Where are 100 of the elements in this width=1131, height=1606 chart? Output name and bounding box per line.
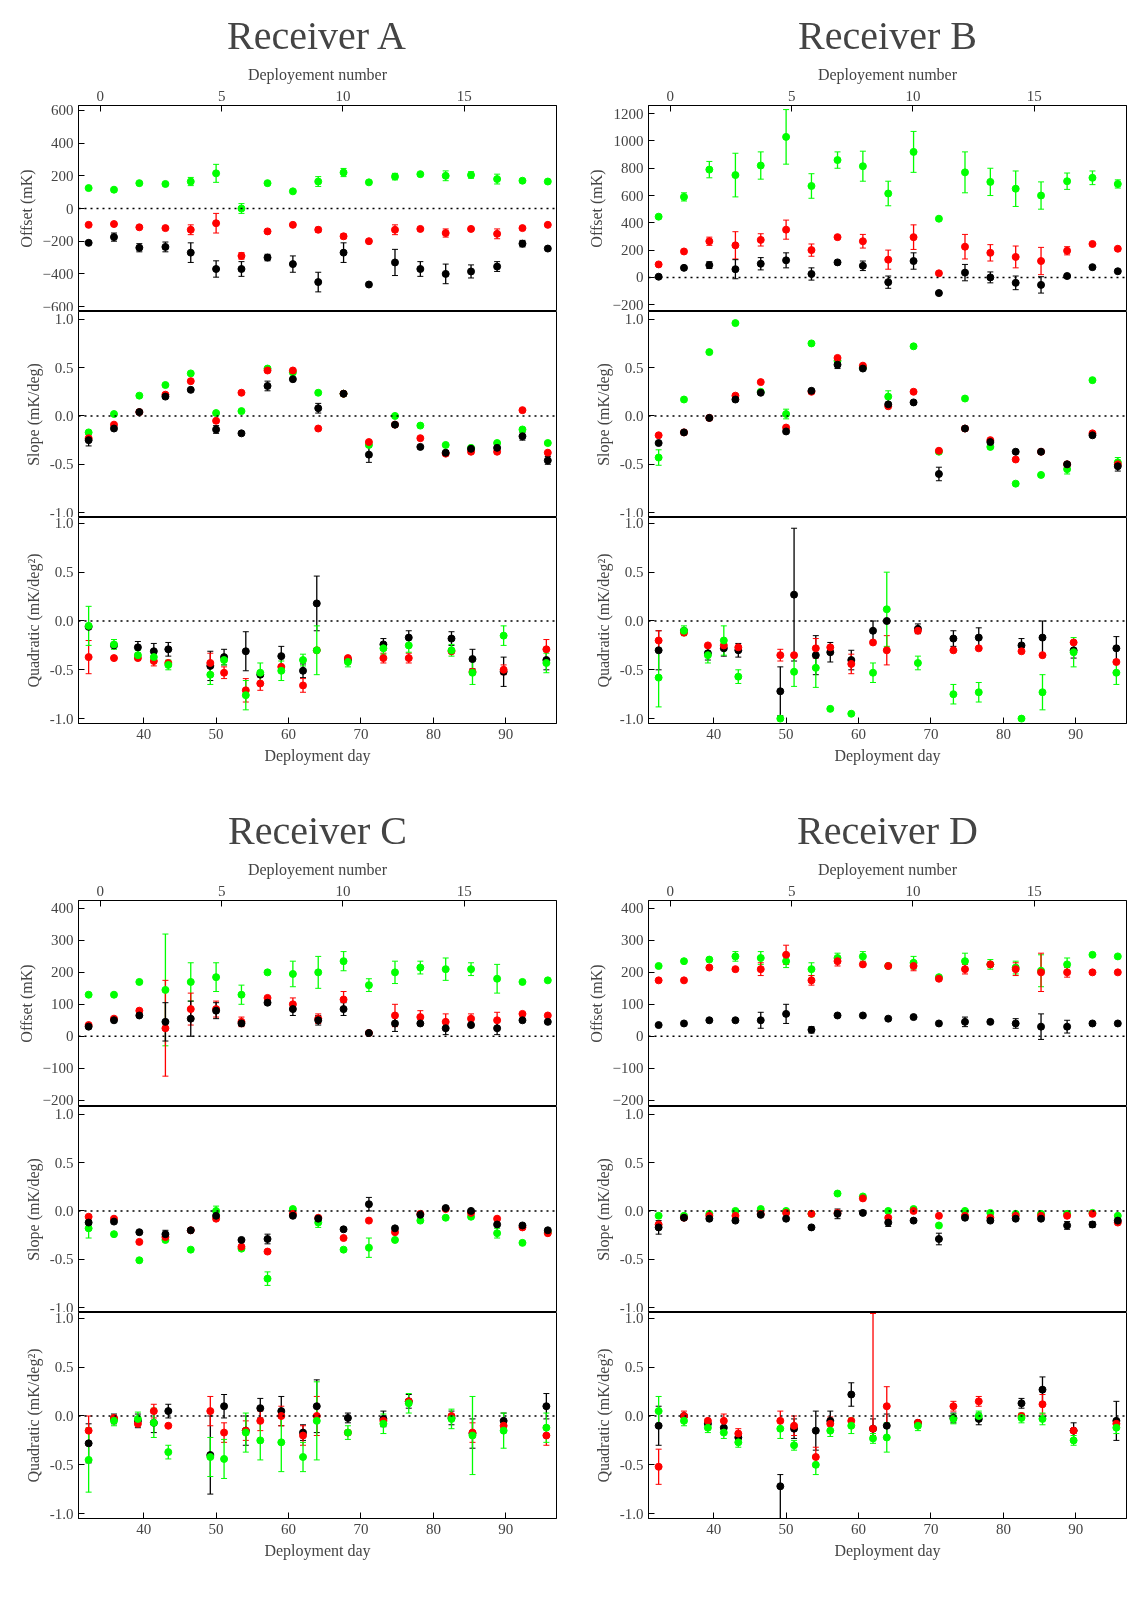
y-tick-label: -0.5 [619, 1251, 644, 1268]
x-tick-label: 50 [778, 725, 794, 742]
y-tick-label: 0.0 [54, 1202, 74, 1219]
x-axis-title: Deployment day [834, 1541, 941, 1560]
y-tick-label: 1.0 [624, 1106, 644, 1123]
x-tick-label: 90 [1068, 725, 1084, 742]
x2-tick-label: 10 [905, 882, 921, 899]
x-tick-label: 60 [281, 1520, 297, 1537]
chart-title: Receiver D [796, 807, 979, 853]
x2-tick-label: 5 [787, 87, 796, 104]
y-tick-label: 0.5 [54, 564, 74, 581]
y-tick-label: 0.5 [624, 359, 644, 376]
y-tick-label: -0.5 [49, 661, 74, 678]
y-tick-label: 1.0 [624, 311, 644, 328]
x-tick-label: 90 [498, 1520, 514, 1537]
x2-tick-label: 10 [905, 87, 921, 104]
y-tick-label: 0.5 [54, 1359, 74, 1376]
x2-tick-label: 5 [217, 87, 226, 104]
x-tick-label: 90 [498, 725, 514, 742]
y-axis-title: Slope (mK/deg) [24, 363, 43, 466]
y-tick-label: -0.5 [619, 456, 644, 473]
x2-tick-label: 0 [96, 87, 105, 104]
x-tick-label: 80 [425, 725, 441, 742]
y-tick-label: 0 [636, 1028, 644, 1045]
y-axis-title: Offset (mK) [17, 169, 36, 248]
y-tick-label: 200 [51, 167, 74, 184]
x-tick-label: 50 [778, 1520, 794, 1537]
x-tick-label: 60 [851, 1520, 867, 1537]
y-tick-label: 600 [51, 102, 74, 119]
y-tick-label: −200 [42, 233, 74, 250]
y-tick-label: 0.5 [624, 1359, 644, 1376]
x2-tick-label: 5 [217, 882, 226, 899]
y-tick-label: 600 [621, 187, 644, 204]
y-tick-label: 300 [51, 932, 74, 949]
y-tick-label: 0.5 [54, 1154, 74, 1171]
y-tick-label: 300 [621, 932, 644, 949]
x2-tick-label: 15 [456, 882, 472, 899]
y-tick-label: 200 [621, 242, 644, 259]
y-tick-label: 0 [636, 269, 644, 286]
y-axis-title: Offset (mK) [587, 964, 606, 1043]
x-tick-label: 60 [851, 725, 867, 742]
x-tick-label: 80 [425, 1520, 441, 1537]
y-axis-title: Quadratic (mK/deg²) [24, 553, 43, 688]
y-axis-title: Slope (mK/deg) [594, 1158, 613, 1261]
x-axis-title: Deployment day [264, 746, 371, 765]
y-tick-label: -1.0 [619, 710, 644, 727]
x2-tick-label: 15 [1026, 882, 1042, 899]
x2-tick-label: 10 [335, 87, 351, 104]
chart-title: Receiver C [228, 807, 407, 853]
x-tick-label: 40 [706, 1520, 722, 1537]
y-tick-label: −200 [612, 1092, 644, 1109]
y-axis-title: Offset (mK) [587, 169, 606, 248]
x-tick-label: 40 [706, 725, 722, 742]
y-axis-title: Offset (mK) [17, 964, 36, 1043]
chart-title: Receiver A [226, 12, 406, 58]
y-axis-title: Quadratic (mK/deg²) [24, 1348, 43, 1483]
y-tick-label: 0.0 [624, 612, 644, 629]
x-tick-label: 40 [136, 1520, 152, 1537]
y-tick-label: 1.0 [54, 1106, 74, 1123]
y-tick-label: −100 [42, 1060, 74, 1077]
x2-tick-label: 0 [666, 882, 675, 899]
y-tick-label: 200 [621, 964, 644, 981]
y-tick-label: 100 [51, 996, 74, 1013]
x-tick-label: 70 [353, 725, 369, 742]
x-tick-label: 70 [923, 725, 939, 742]
y-tick-label: 400 [51, 900, 74, 917]
y-tick-label: -0.5 [49, 1251, 74, 1268]
x2-tick-label: 15 [456, 87, 472, 104]
x-tick-label: 80 [995, 725, 1011, 742]
x2-tick-label: 15 [1026, 87, 1042, 104]
y-tick-label: 200 [51, 964, 74, 981]
x-axis-title: Deployment day [264, 1541, 371, 1560]
x-tick-label: 60 [281, 725, 297, 742]
y-tick-label: 0 [66, 200, 74, 217]
x2-tick-label: 0 [666, 87, 675, 104]
x-tick-label: 50 [208, 1520, 224, 1537]
y-tick-label: 100 [621, 996, 644, 1013]
y-axis-title: Slope (mK/deg) [594, 363, 613, 466]
chart-title: Receiver B [798, 12, 977, 58]
y-tick-label: -1.0 [49, 710, 74, 727]
y-tick-label: 1000 [613, 132, 644, 149]
y-tick-label: 0.0 [54, 407, 74, 424]
x2-axis-title: Deployement number [817, 860, 958, 879]
y-tick-label: 0 [66, 1028, 74, 1045]
y-tick-label: 400 [621, 214, 644, 231]
x-tick-label: 70 [353, 1520, 369, 1537]
x-axis-title: Deployment day [834, 746, 941, 765]
y-tick-label: 0.5 [624, 1154, 644, 1171]
y-axis-title: Quadratic (mK/deg²) [594, 553, 613, 688]
y-tick-label: 0.0 [54, 1407, 74, 1424]
y-tick-label: 0.0 [624, 1202, 644, 1219]
x-tick-label: 90 [1068, 1520, 1084, 1537]
y-tick-label: -0.5 [49, 1456, 74, 1473]
y-tick-label: -0.5 [619, 661, 644, 678]
y-tick-label: 0.5 [54, 359, 74, 376]
y-axis-title: Quadratic (mK/deg²) [594, 1348, 613, 1483]
y-axis-title: Slope (mK/deg) [24, 1158, 43, 1261]
y-tick-label: −200 [42, 1092, 74, 1109]
y-tick-label: 800 [621, 160, 644, 177]
x2-tick-label: 10 [335, 882, 351, 899]
